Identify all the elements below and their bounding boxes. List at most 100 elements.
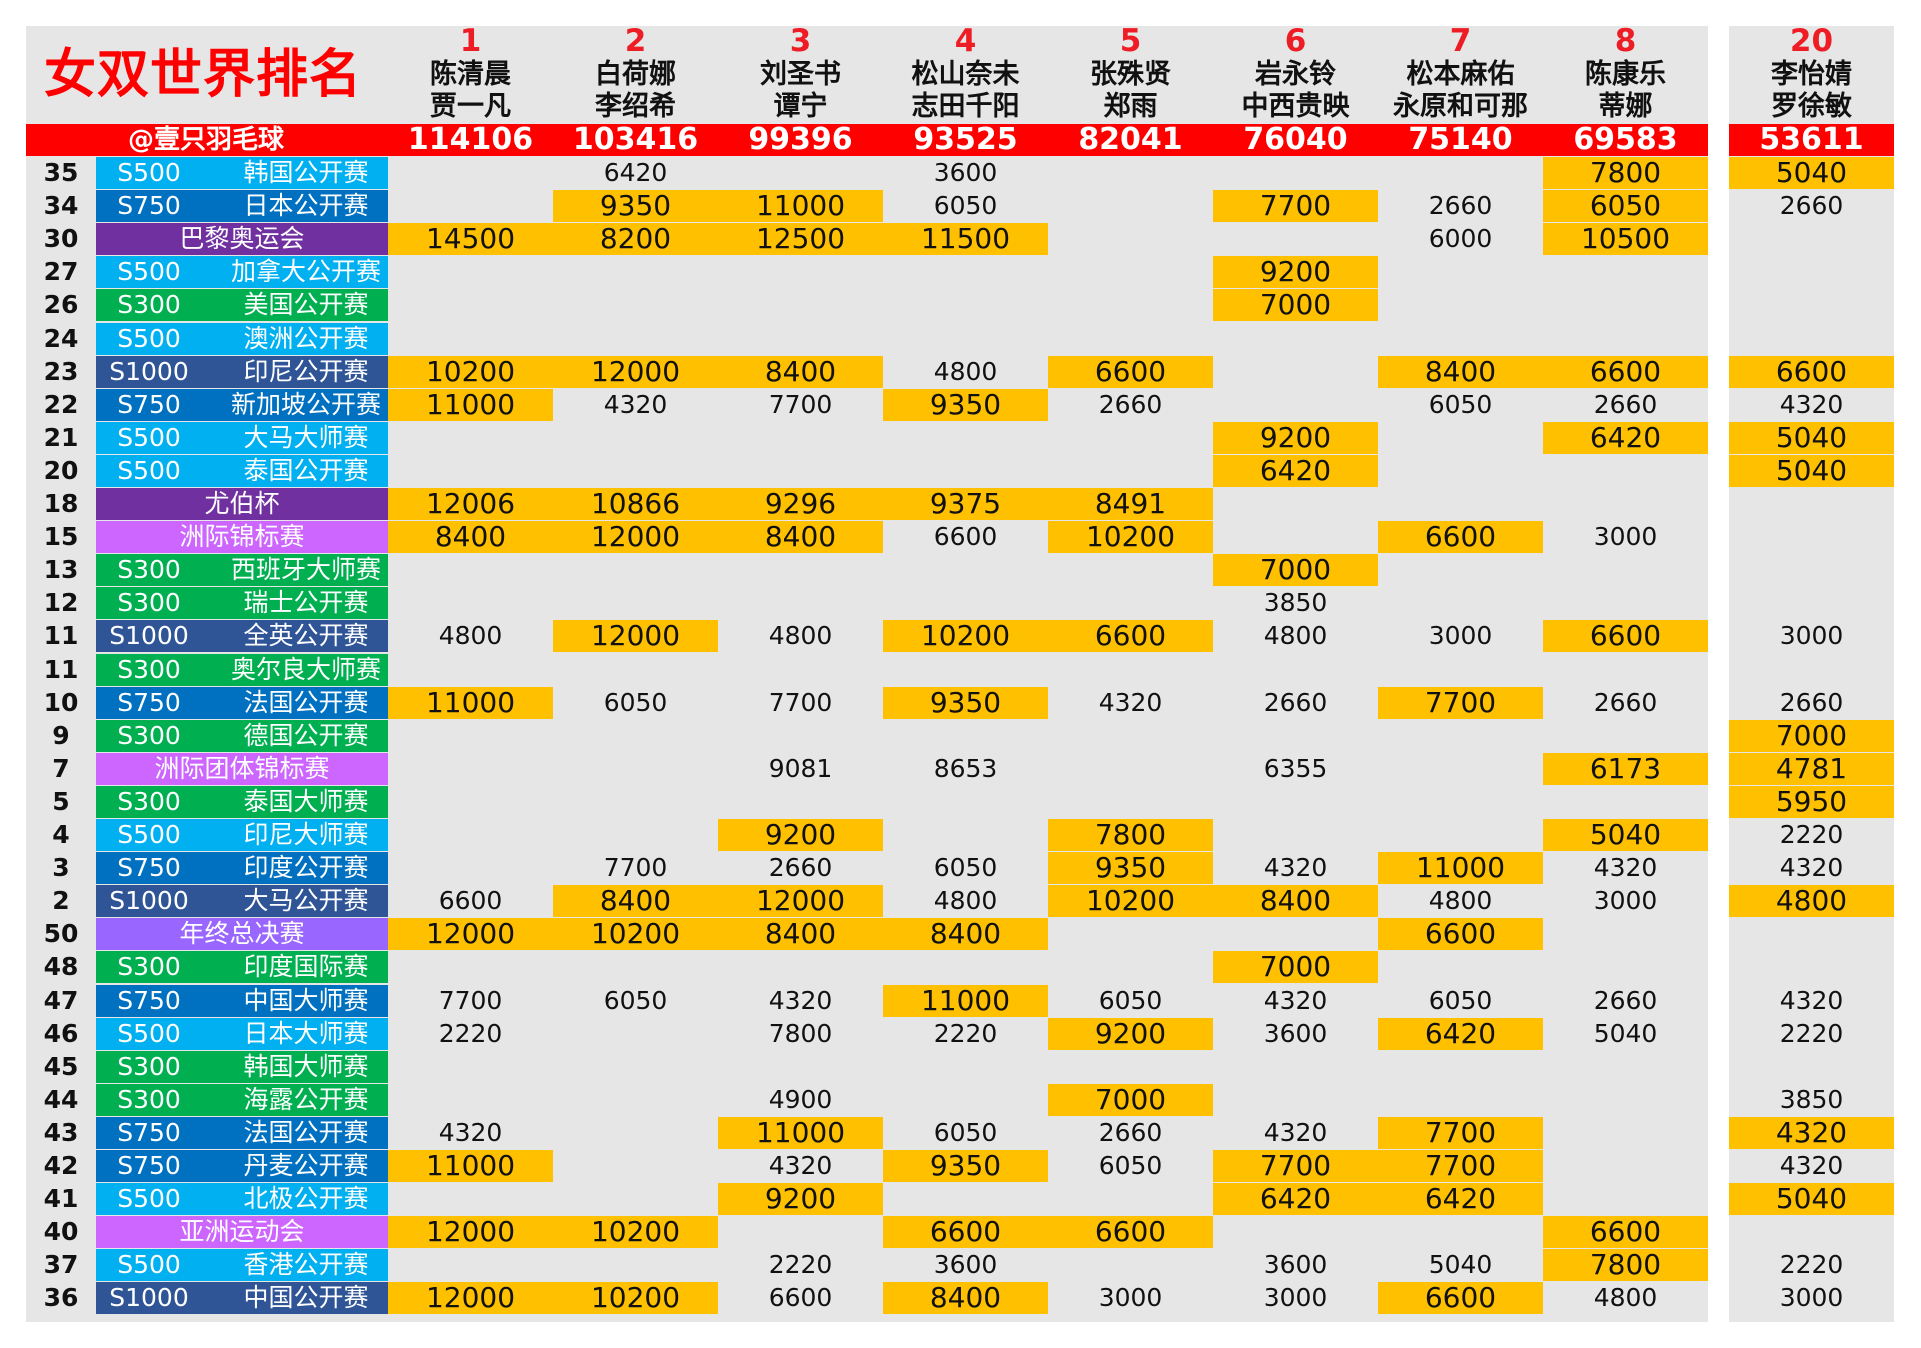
tournament-name: 尤伯杯 xyxy=(204,489,280,518)
points-cell: 4320 xyxy=(1779,1151,1844,1180)
tournament-label: S750 新加坡公开赛 xyxy=(96,388,388,421)
player-name: 谭宁 xyxy=(773,91,828,122)
points-cell-counted: 6600 xyxy=(1048,620,1213,653)
player-rank: 20 xyxy=(1789,23,1834,59)
points-cell: 3600 xyxy=(1263,1018,1328,1048)
tournament-name: 中国公开赛 xyxy=(243,1283,369,1313)
points-cell-counted: 10500 xyxy=(1543,223,1708,256)
points-cell-counted: 12000 xyxy=(553,355,718,388)
tournament-tier: S750 xyxy=(117,853,181,883)
tournament-label: S750 印度公开赛 xyxy=(96,852,388,885)
points-cell: 2660 xyxy=(768,853,833,883)
points-cell-counted: 6420 xyxy=(1378,1017,1543,1050)
points-cell: 2220 xyxy=(1779,1018,1844,1048)
points-cell-counted: 7000 xyxy=(1213,951,1378,984)
points-cell: 3850 xyxy=(1779,1084,1844,1114)
points-cell-counted: 8491 xyxy=(1048,487,1213,521)
points-cell: 4320 xyxy=(1779,853,1844,883)
tournament-name: 泰国公开赛 xyxy=(243,455,369,485)
player-rank: 6 xyxy=(1284,23,1307,59)
week-number: 27 xyxy=(43,257,79,287)
points-cell: 7700 xyxy=(438,985,503,1015)
points-cell-counted: 6600 xyxy=(1048,1216,1213,1249)
week-number: 46 xyxy=(43,1018,79,1048)
points-cell: 3600 xyxy=(933,1250,998,1280)
tournament-tier: S500 xyxy=(117,1250,181,1280)
week-number: 42 xyxy=(43,1151,79,1180)
tournament-name: 印度公开赛 xyxy=(243,853,369,883)
tournament-tier: S750 xyxy=(117,1117,181,1147)
points-cell-counted: 8400 xyxy=(718,520,883,554)
tournament-label: 尤伯杯 xyxy=(96,488,388,521)
points-cell-counted: 6600 xyxy=(1378,1282,1543,1315)
tournament-label: S300 奥尔良大师赛 xyxy=(96,653,388,686)
points-cell-counted: 6600 xyxy=(1378,520,1543,554)
player-name: 刘圣书 xyxy=(760,59,841,90)
tournament-label: S500 香港公开赛 xyxy=(96,1249,388,1282)
player-total-points: 99396 xyxy=(748,122,853,157)
tournament-name: 洲际团体锦标赛 xyxy=(154,753,330,783)
player-total-points: 76040 xyxy=(1243,122,1348,157)
tournament-tier: S300 xyxy=(117,952,181,982)
points-cell: 4320 xyxy=(1779,389,1844,419)
points-cell-counted: 9200 xyxy=(1213,256,1378,289)
week-number: 5 xyxy=(52,786,70,816)
tournament-label: 巴黎奥运会 xyxy=(96,223,388,256)
points-cell-counted: 11500 xyxy=(883,223,1048,256)
player-total-points: 53611 xyxy=(1759,122,1864,157)
points-cell: 6050 xyxy=(933,191,998,221)
week-number: 7 xyxy=(52,753,70,783)
points-cell-counted: 10866 xyxy=(553,487,718,521)
points-cell-counted: 7800 xyxy=(1543,1249,1708,1282)
week-number: 12 xyxy=(43,588,79,618)
tournament-label: S300 德国公开赛 xyxy=(96,719,388,752)
points-cell-counted: 7700 xyxy=(1378,1116,1543,1149)
points-cell-counted: 12000 xyxy=(718,885,883,918)
points-cell: 4320 xyxy=(768,1151,833,1180)
points-cell: 4320 xyxy=(1263,1117,1328,1147)
player-total-points: 69583 xyxy=(1573,122,1678,157)
tournament-label: S500 印尼大师赛 xyxy=(96,819,388,852)
points-cell: 4800 xyxy=(1263,621,1328,651)
points-cell: 2220 xyxy=(438,1018,503,1048)
points-cell-counted: 6420 xyxy=(1213,454,1378,487)
points-cell: 3000 xyxy=(1593,522,1658,552)
tournament-name: 中国大师赛 xyxy=(243,985,369,1015)
tournament-label: S750 法国公开赛 xyxy=(96,1116,388,1149)
tournament-label: S300 印度国际赛 xyxy=(96,951,388,984)
tournament-name: 年终总决赛 xyxy=(179,919,305,949)
tournament-label: 洲际锦标赛 xyxy=(96,521,388,554)
points-cell: 3000 xyxy=(1263,1283,1328,1313)
tournament-tier: S500 xyxy=(117,257,181,287)
points-cell: 2660 xyxy=(1779,687,1844,717)
points-cell-counted: 6420 xyxy=(1543,421,1708,454)
week-number: 36 xyxy=(43,1283,79,1313)
points-cell-counted: 12000 xyxy=(388,918,553,951)
points-cell-counted: 6420 xyxy=(1213,1182,1378,1216)
points-cell-counted: 10200 xyxy=(388,355,553,388)
points-cell-counted: 10200 xyxy=(553,918,718,951)
player-name: 张殊贤 xyxy=(1090,59,1171,90)
points-cell: 4320 xyxy=(1263,985,1328,1015)
week-number: 13 xyxy=(43,555,79,585)
tournament-label: S500 澳洲公开赛 xyxy=(96,322,388,355)
tournament-name: 法国公开赛 xyxy=(243,1117,369,1147)
points-cell: 4320 xyxy=(1779,985,1844,1015)
points-cell-counted: 14500 xyxy=(388,223,553,256)
tournament-label: S500 泰国公开赛 xyxy=(96,454,388,487)
tournament-label: S300 泰国大师赛 xyxy=(96,785,388,818)
points-cell-counted: 9350 xyxy=(883,686,1048,719)
points-cell: 4800 xyxy=(933,886,998,916)
points-cell-counted: 12000 xyxy=(388,1282,553,1315)
points-cell: 2660 xyxy=(1263,687,1328,717)
tournament-label: S1000 大马公开赛 xyxy=(96,885,388,918)
points-cell: 3600 xyxy=(1263,1250,1328,1280)
player-name: 罗徐敏 xyxy=(1771,91,1852,122)
week-number: 48 xyxy=(43,952,79,982)
points-cell-counted: 9296 xyxy=(718,487,883,521)
tournament-label: S750 丹麦公开赛 xyxy=(96,1150,388,1183)
tournament-name: 大马公开赛 xyxy=(243,886,369,916)
tournament-label: S500 日本大师赛 xyxy=(96,1017,388,1050)
week-number: 34 xyxy=(43,191,79,221)
points-cell: 4800 xyxy=(438,621,503,651)
